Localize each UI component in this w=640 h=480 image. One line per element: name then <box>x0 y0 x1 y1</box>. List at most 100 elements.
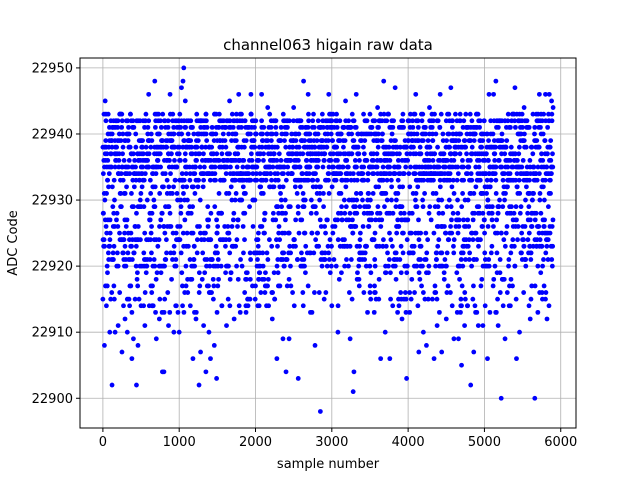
data-point <box>384 197 390 203</box>
data-point <box>464 151 469 157</box>
data-point <box>158 124 164 130</box>
data-point <box>271 184 277 190</box>
data-point <box>338 131 344 137</box>
data-point <box>317 409 323 414</box>
data-point <box>197 164 203 170</box>
data-point <box>400 111 406 117</box>
data-point <box>177 111 183 117</box>
data-point <box>489 243 495 249</box>
data-point <box>232 197 238 203</box>
data-point <box>382 204 387 210</box>
data-point <box>473 230 479 236</box>
data-point <box>162 230 168 236</box>
data-point <box>492 263 498 269</box>
data-point <box>341 124 347 130</box>
data-point <box>507 171 513 177</box>
data-point <box>255 243 261 249</box>
data-point <box>196 382 202 388</box>
data-point <box>331 257 337 262</box>
data-point <box>397 257 403 262</box>
data-point <box>124 329 130 335</box>
data-point <box>386 144 392 150</box>
data-point <box>275 204 281 210</box>
data-point <box>129 191 134 196</box>
data-point <box>129 243 134 249</box>
data-point <box>535 263 541 269</box>
data-point <box>519 111 525 117</box>
data-point <box>398 270 404 276</box>
data-point <box>471 283 476 289</box>
data-point <box>301 78 306 84</box>
data-point <box>442 164 448 170</box>
data-point <box>412 290 417 295</box>
data-point <box>361 151 367 157</box>
data-point <box>495 296 500 302</box>
data-point <box>416 237 422 243</box>
data-point <box>176 329 182 335</box>
data-point <box>486 138 491 143</box>
data-point <box>326 164 332 170</box>
data-point <box>349 131 355 137</box>
data-point <box>521 243 527 249</box>
data-point <box>353 224 359 229</box>
data-point <box>420 111 426 117</box>
data-point <box>380 243 386 249</box>
data-point <box>418 257 423 262</box>
data-point <box>471 191 477 196</box>
data-point <box>351 118 357 124</box>
data-point <box>527 217 533 223</box>
data-point <box>237 309 243 315</box>
data-point <box>547 177 553 183</box>
data-point <box>194 158 199 163</box>
data-point <box>161 224 167 229</box>
data-point <box>133 131 139 137</box>
data-point <box>282 138 287 143</box>
data-point <box>127 171 133 177</box>
data-point <box>459 204 465 210</box>
data-point <box>543 296 548 302</box>
data-point <box>205 204 211 210</box>
data-point <box>242 290 248 295</box>
data-point <box>119 111 125 117</box>
data-point <box>320 124 326 130</box>
data-point <box>234 263 239 269</box>
data-point <box>236 91 242 97</box>
data-point <box>261 276 267 282</box>
data-point <box>333 177 339 183</box>
data-point <box>361 164 367 170</box>
data-point <box>502 171 507 177</box>
data-point <box>296 230 302 236</box>
data-point <box>324 217 330 223</box>
data-point <box>488 250 494 256</box>
data-point <box>441 276 447 282</box>
data-point <box>321 158 327 163</box>
data-point <box>248 131 253 137</box>
data-point <box>522 224 528 229</box>
data-point <box>285 124 290 130</box>
data-point <box>295 257 301 262</box>
data-point <box>210 276 216 282</box>
data-point <box>211 283 217 289</box>
data-point <box>417 276 423 282</box>
data-point <box>153 171 159 177</box>
data-point <box>489 210 495 216</box>
data-point <box>155 158 161 163</box>
data-point <box>549 263 555 269</box>
data-point <box>260 131 265 137</box>
data-point <box>120 131 126 137</box>
data-point <box>313 171 318 177</box>
data-point <box>193 316 199 322</box>
data-point <box>283 177 289 183</box>
data-point <box>155 243 161 249</box>
data-point <box>324 144 330 150</box>
data-point <box>541 111 547 117</box>
data-point <box>492 171 498 177</box>
data-point <box>149 210 155 216</box>
data-point <box>112 329 118 335</box>
data-point <box>235 151 241 157</box>
data-point <box>494 250 500 256</box>
data-point <box>361 290 367 295</box>
data-point <box>295 158 301 163</box>
data-point <box>121 237 127 243</box>
data-point <box>481 118 487 124</box>
